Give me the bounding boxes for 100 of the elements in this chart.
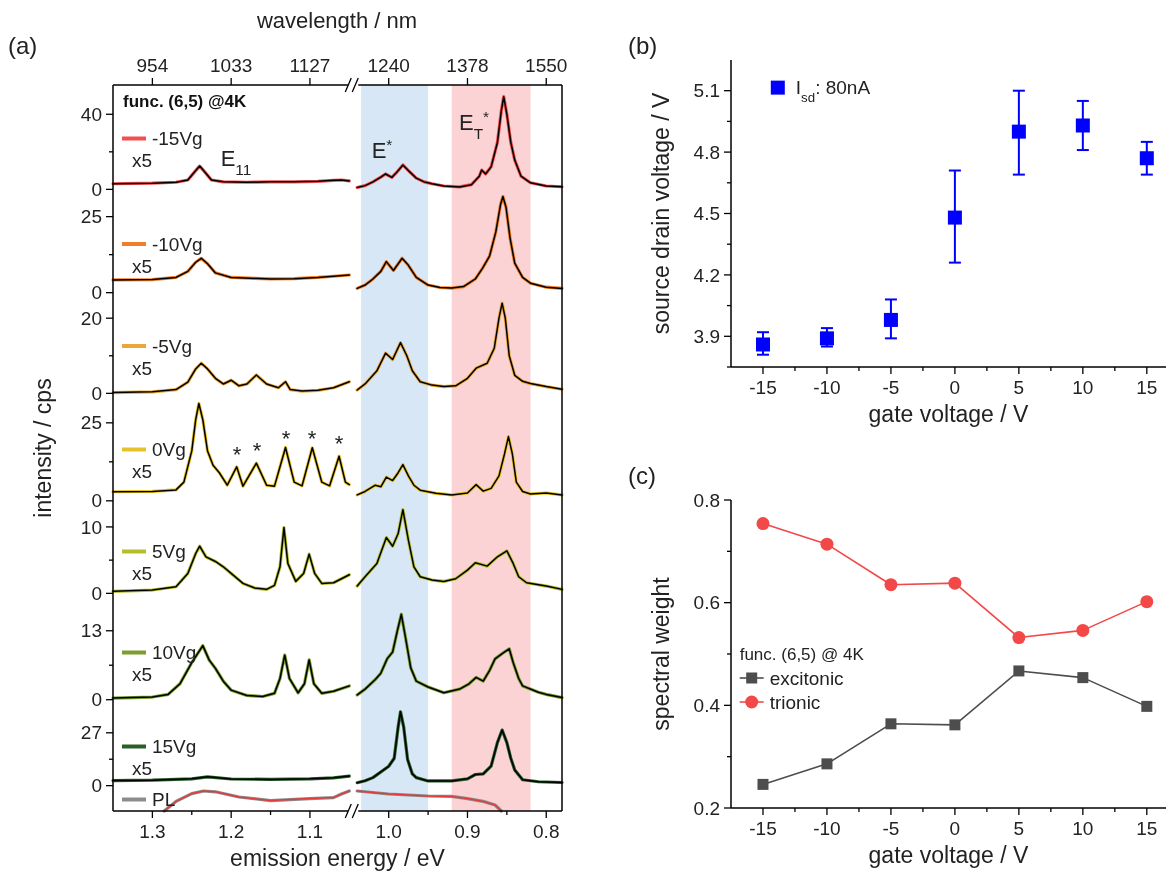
- legend-label: 15Vg: [151, 736, 197, 758]
- point: [1076, 623, 1090, 637]
- x-tick-label: 15: [1136, 377, 1158, 398]
- x-tick-label: 1.3: [139, 821, 166, 842]
- point: [1077, 672, 1089, 684]
- point: [883, 312, 898, 327]
- point: [821, 758, 833, 770]
- y-tick-label: 25: [80, 206, 102, 228]
- text: wavelength / nm: [255, 7, 418, 33]
- point: [1140, 595, 1154, 609]
- x-tick-label: 0.9: [454, 821, 481, 842]
- legend-label: -15Vg: [151, 128, 203, 150]
- legend-title: func. (6,5) @ 4K: [739, 644, 865, 664]
- x-tick-label: 10: [1072, 377, 1094, 398]
- point: [1012, 631, 1026, 645]
- point: [757, 778, 769, 790]
- point: [1141, 700, 1153, 712]
- y-tick-label: 0: [91, 490, 102, 512]
- y-tick-label: 0.8: [693, 489, 720, 511]
- x-tick-label: 15: [1136, 818, 1158, 839]
- x-tick-label: -15: [749, 818, 777, 839]
- text: 1550: [525, 55, 568, 76]
- annotation: x5: [131, 255, 153, 277]
- annotation: x5: [131, 664, 153, 686]
- y-tick-label: 0: [91, 583, 102, 605]
- y-tick-label: 5.1: [693, 80, 720, 102]
- x-tick-label: 5: [1013, 818, 1025, 839]
- x-axis-title: gate voltage / V: [868, 842, 1030, 868]
- x-axis-title: emission energy / eV: [230, 845, 446, 871]
- point: [1075, 118, 1090, 133]
- y-tick-label: 25: [80, 412, 102, 434]
- x-tick-label: -15: [749, 377, 777, 398]
- annotation: *: [281, 425, 291, 451]
- annotation: x5: [131, 150, 153, 172]
- x-tick-label: 5: [1013, 377, 1025, 398]
- y-axis-title: source drain voltage / V: [648, 92, 674, 335]
- annotation: E$_{11}$: [220, 145, 252, 178]
- y-tick-label: 4.8: [693, 141, 720, 163]
- y-tick-label: 0: [91, 179, 102, 201]
- x-tick-label: 10: [1072, 818, 1094, 839]
- y-tick-label: 0.2: [693, 797, 720, 819]
- text: 1033: [210, 55, 253, 76]
- y-tick-label: 20: [80, 307, 102, 329]
- x-tick-label: 0: [949, 377, 961, 398]
- chart-subtitle: func. (6,5) @4K: [123, 92, 248, 111]
- text: 1127: [289, 55, 331, 76]
- chart-title: (c): [628, 462, 656, 489]
- y-tick-label: 4.5: [693, 203, 720, 225]
- chart-title: (b): [628, 32, 658, 59]
- annotation: x5: [131, 563, 153, 585]
- point: [884, 578, 898, 592]
- legend-label: 5Vg: [151, 541, 186, 563]
- legend-label: 10Vg: [151, 642, 197, 664]
- x-tick-label: 0.8: [533, 821, 560, 842]
- point: [1013, 665, 1025, 677]
- point: [948, 576, 962, 590]
- legend-label: -5Vg: [151, 335, 193, 357]
- y-tick-label: 27: [80, 722, 102, 744]
- y-tick-label: 4.2: [693, 264, 720, 286]
- annotation: *: [232, 441, 242, 467]
- y-tick-label: 40: [80, 103, 102, 125]
- point: [1011, 124, 1026, 139]
- legend-label: -10Vg: [151, 233, 203, 255]
- legend-label: I$_{sd}$: 80nA: [795, 77, 871, 105]
- point: [820, 537, 834, 551]
- annotation: x5: [131, 357, 153, 379]
- annotation: *: [334, 430, 344, 456]
- y-tick-label: 0: [91, 775, 102, 797]
- point: [819, 331, 834, 346]
- point: [885, 718, 897, 730]
- point: [949, 719, 961, 731]
- legend-label: PL: [151, 789, 176, 811]
- y-tick-label: 13: [80, 620, 102, 642]
- annotation: x5: [131, 461, 153, 483]
- text: 1240: [367, 55, 410, 76]
- chart-title: (a): [8, 32, 38, 59]
- annotation: x5: [131, 758, 153, 780]
- y-tick-label: 0.6: [693, 592, 720, 614]
- y-tick-label: 0: [91, 689, 102, 711]
- x-tick-label: -5: [882, 818, 900, 839]
- legend-label: 0Vg: [151, 439, 186, 461]
- x-tick-label: -10: [813, 377, 841, 398]
- y-axis-title: intensity / cps: [30, 378, 56, 518]
- y-tick-label: 0: [91, 282, 102, 304]
- text: 1378: [446, 55, 489, 76]
- annotation: E$^{*}$: [371, 135, 393, 163]
- x-tick-label: 1.1: [296, 821, 324, 842]
- y-tick-label: 0.4: [693, 694, 721, 716]
- x-tick-label: 0: [949, 818, 961, 839]
- x-axis-title: gate voltage / V: [868, 401, 1030, 427]
- text: 954: [136, 55, 169, 76]
- y-tick-label: 3.9: [693, 325, 720, 347]
- legend-label: excitonic: [769, 667, 844, 689]
- x-tick-label: 1.2: [217, 821, 245, 842]
- x-tick-label: -10: [813, 818, 841, 839]
- x-tick-label: -5: [882, 377, 900, 398]
- point: [947, 210, 962, 225]
- y-tick-label: 10: [80, 516, 102, 538]
- point: [755, 337, 770, 352]
- point: [1139, 151, 1154, 166]
